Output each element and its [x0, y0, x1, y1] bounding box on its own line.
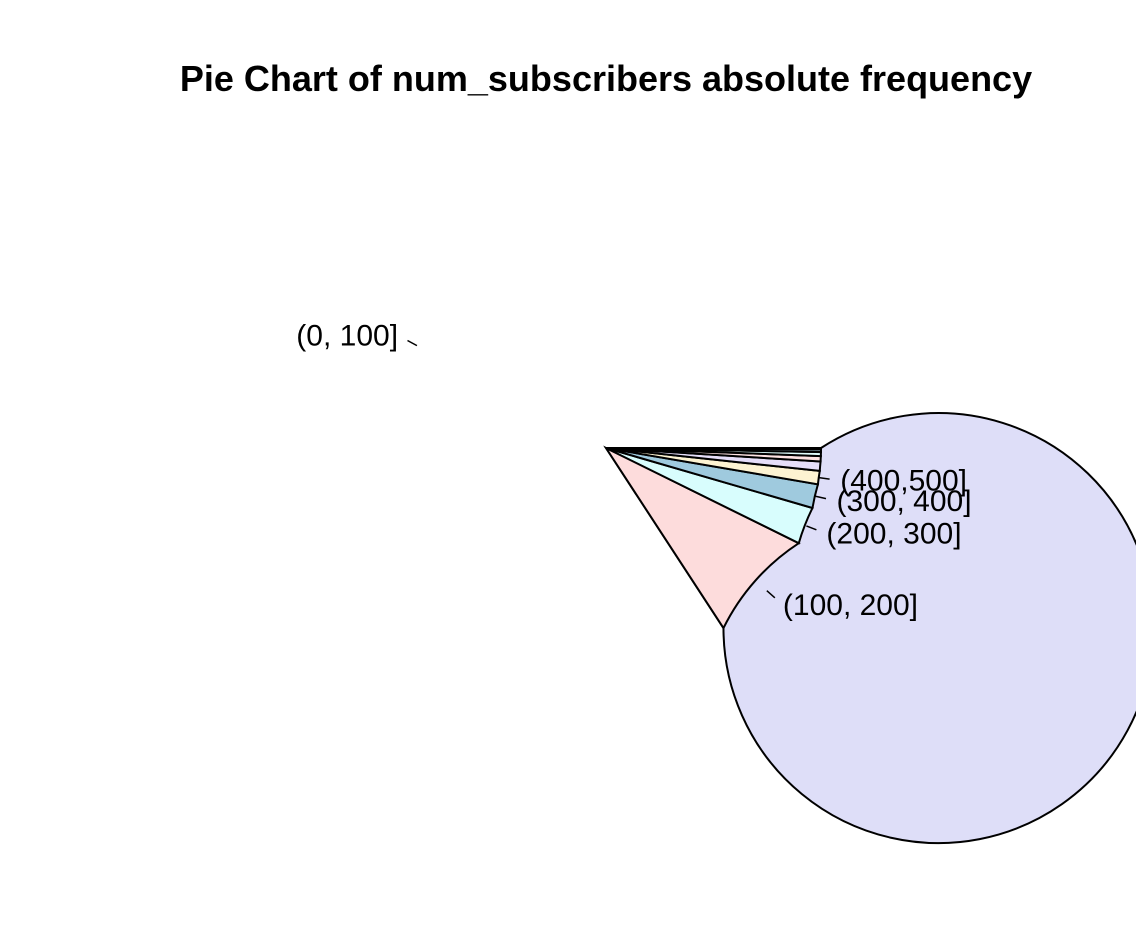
- pie-slice-label: (400,500]: [840, 465, 967, 498]
- pie-slice-label: (0, 100]: [296, 319, 398, 352]
- chart-title: Pie Chart of num_subscribers absolute fr…: [179, 58, 1033, 99]
- pie-label-tick: [815, 495, 827, 500]
- pie-label-tick: [818, 476, 830, 480]
- pie-labels: (0, 100] (100, 200] (200, 300](300, 400](4…: [296, 319, 971, 622]
- pie-slice-label: (300, 400]: [836, 485, 971, 518]
- pie-label-tick: [806, 525, 817, 531]
- pie-slice-label: (200, 300]: [826, 518, 961, 551]
- pie-label-tick: [407, 339, 418, 347]
- pie-slices: [603, 412, 1136, 845]
- pie-slice-label: (100, 200]: [783, 589, 918, 622]
- pie-slice: [605, 447, 823, 451]
- pie-label-tick: [766, 590, 776, 599]
- pie-slice: [603, 445, 801, 631]
